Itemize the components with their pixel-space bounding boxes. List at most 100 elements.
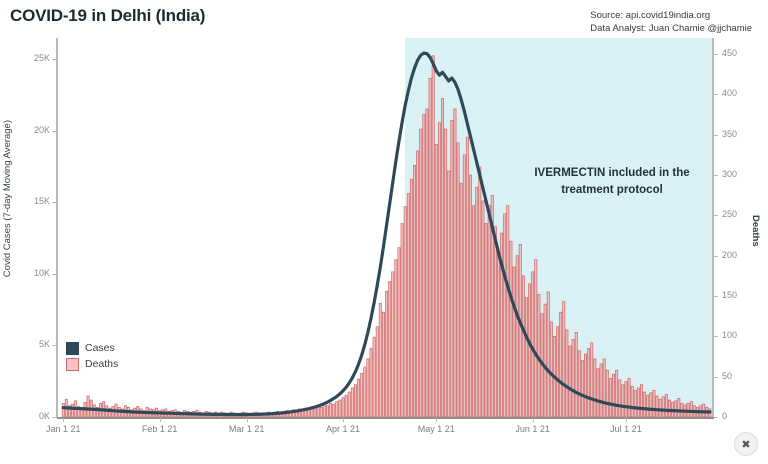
deaths-bar: [534, 259, 538, 418]
deaths-bar: [369, 348, 373, 418]
tick-mark: [532, 418, 534, 422]
x-axis-tick: Jun 1 21: [498, 418, 568, 434]
deaths-bar: [627, 377, 631, 418]
legend-label-deaths: Deaths: [85, 358, 119, 370]
tick-mark: [714, 417, 718, 418]
x-axis-tick: Jan 1 21: [28, 418, 98, 434]
tick-mark: [52, 345, 56, 347]
deaths-bar: [664, 394, 668, 418]
deaths-bar: [319, 406, 323, 418]
deaths-bar: [518, 244, 522, 418]
y-axis-right-tick: 150: [714, 290, 737, 300]
deaths-bar: [608, 377, 612, 418]
deaths-bar: [344, 394, 348, 418]
deaths-bar: [316, 406, 320, 418]
deaths-bar: [406, 193, 410, 418]
deaths-bar: [652, 390, 656, 418]
deaths-bar: [478, 166, 482, 418]
deaths-bar: [559, 311, 563, 418]
deaths-bar: [636, 387, 640, 418]
y-axis-left-tick: 5K: [20, 339, 56, 349]
deaths-bar: [444, 128, 448, 418]
deaths-bar: [615, 369, 619, 418]
deaths-bar: [366, 358, 370, 418]
deaths-bar: [409, 178, 413, 418]
deaths-bar: [332, 403, 336, 418]
deaths-bar: [338, 399, 342, 418]
deaths-bar: [329, 402, 333, 418]
tick-mark: [159, 418, 161, 422]
deaths-bar: [543, 303, 547, 418]
tick-mark: [625, 418, 627, 422]
deaths-bar: [484, 223, 488, 418]
chart-legend: Cases Deaths: [66, 340, 118, 372]
deaths-bar: [624, 381, 628, 418]
deaths-bar: [416, 150, 420, 418]
deaths-bar: [400, 223, 404, 418]
deaths-bar: [481, 200, 485, 418]
deaths-bar: [322, 404, 326, 418]
deaths-bar: [422, 114, 426, 418]
legend-swatch-deaths: [66, 357, 79, 371]
deaths-bar: [549, 321, 553, 418]
x-axis-tick: Feb 1 21: [125, 418, 195, 434]
deaths-bar: [503, 213, 507, 418]
deaths-bar: [472, 205, 476, 418]
deaths-bar: [677, 398, 681, 418]
tick-mark: [714, 215, 718, 217]
deaths-bar: [469, 174, 472, 418]
tick-mark: [52, 273, 56, 275]
legend-swatch-cases: [66, 341, 79, 355]
deaths-bar: [447, 170, 451, 418]
close-icon[interactable]: ✖: [734, 432, 758, 456]
deaths-bar: [599, 363, 603, 418]
y-axis-left-line: [56, 38, 58, 418]
tick-mark: [436, 418, 438, 422]
y-axis-right-label: Deaths: [750, 215, 761, 247]
deaths-bar: [67, 405, 71, 418]
deaths-bar: [689, 401, 693, 418]
analyst-line: Data Analyst: Juan Chamie @jjchamie: [590, 23, 752, 34]
tick-mark: [714, 336, 718, 338]
deaths-bar: [61, 402, 65, 418]
x-axis-line: [57, 417, 714, 419]
tick-mark: [714, 376, 718, 378]
deaths-bar: [363, 366, 367, 418]
deaths-bar: [419, 128, 423, 418]
deaths-bar: [71, 403, 75, 418]
deaths-bar: [633, 390, 637, 418]
deaths-bar: [661, 396, 665, 418]
tick-mark: [246, 418, 248, 422]
deaths-bar: [341, 397, 345, 418]
x-axis-tick: Apr 1 21: [308, 418, 378, 434]
deaths-bar: [475, 186, 479, 418]
deaths-bar: [86, 395, 90, 418]
tick-mark: [63, 418, 65, 422]
legend-item-deaths: Deaths: [66, 356, 118, 372]
deaths-bar: [326, 405, 329, 418]
deaths-bar: [521, 275, 525, 418]
x-axis-tick: Jul 1 21: [591, 418, 661, 434]
deaths-bar: [577, 350, 581, 418]
deaths-bar: [546, 291, 550, 418]
deaths-bar: [515, 255, 519, 418]
deaths-bar: [434, 144, 438, 418]
deaths-bar: [596, 368, 600, 418]
deaths-bar: [291, 409, 295, 418]
deaths-bar: [602, 358, 606, 418]
tick-mark: [714, 134, 718, 136]
y-axis-right-tick: 250: [714, 209, 737, 219]
y-axis-right-tick: 400: [714, 88, 737, 98]
y-axis-left-tick: 10K: [20, 268, 56, 278]
deaths-bars: [61, 55, 712, 418]
tick-mark: [714, 296, 718, 298]
deaths-bar: [568, 345, 572, 418]
highlight-band-ivermectin: [405, 38, 713, 417]
deaths-bar: [350, 387, 354, 418]
legend-label-cases: Cases: [85, 342, 115, 354]
deaths-bar: [667, 399, 671, 418]
tick-mark: [52, 202, 56, 204]
tick-mark: [714, 255, 718, 257]
annotation-ivermectin: IVERMECTIN included in the treatment pro…: [512, 165, 712, 199]
